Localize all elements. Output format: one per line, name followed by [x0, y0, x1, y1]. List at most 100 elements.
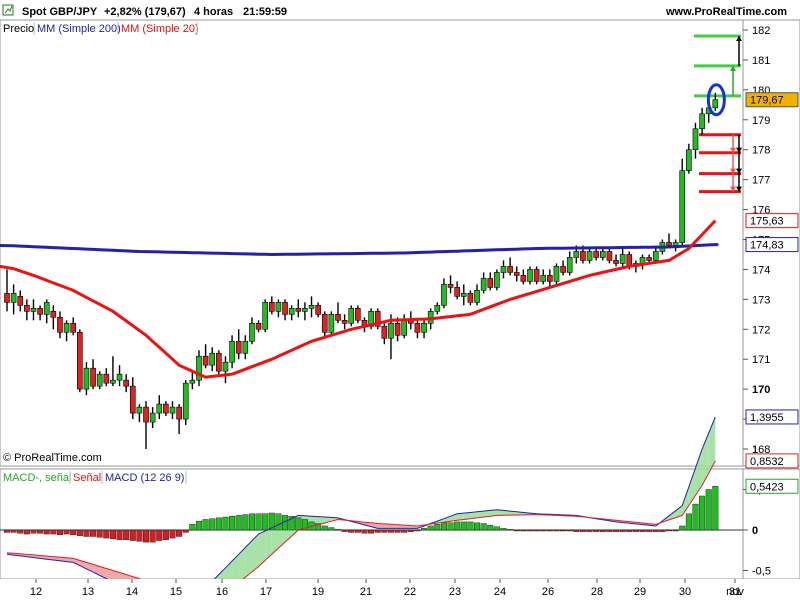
candle-down — [606, 251, 613, 261]
price-tick-label: 173 — [752, 294, 770, 306]
candle-down — [255, 322, 262, 330]
hist-bar-negative — [368, 529, 375, 534]
candle-down — [580, 251, 586, 261]
hist-bar-positive — [321, 525, 328, 531]
candle-up — [460, 293, 467, 297]
hist-bar-negative — [136, 529, 143, 542]
down-arrow-2-head — [730, 147, 736, 153]
macd-fill-segment — [245, 540, 252, 578]
x-tick-label: 26 — [542, 586, 554, 598]
signal-value-label: 0,8532 — [750, 456, 784, 468]
hist-bar-positive — [268, 512, 275, 531]
hist-bar-negative — [540, 529, 547, 532]
macd-fill-segment — [503, 510, 511, 516]
hist-bar-negative — [123, 529, 130, 540]
hist-bar-negative — [17, 529, 24, 534]
candle-up — [421, 322, 427, 333]
price-value-labels: 179,67 175,63 174,83 — [745, 92, 799, 253]
candle-down — [50, 311, 57, 318]
hist-bar-negative — [586, 529, 593, 532]
macd-fill-segment — [99, 566, 107, 579]
hist-bar-positive — [467, 521, 474, 531]
x-tick-label: 17 — [260, 586, 272, 598]
candle-down — [216, 352, 222, 372]
hist-bar-negative — [103, 529, 110, 539]
candle-up — [599, 251, 606, 258]
candle-up — [699, 113, 705, 130]
candle-up — [527, 269, 533, 282]
candle-down — [315, 305, 321, 315]
price-tick-label: 182 — [752, 25, 770, 37]
target-levels — [694, 34, 741, 194]
legend-ma20: MM (Simple 20) — [121, 23, 199, 35]
legend-macd-hist: MACD-, señal — [3, 472, 71, 484]
hist-bar-positive — [507, 528, 514, 531]
hist-bar-positive — [434, 524, 441, 531]
candle-down — [414, 322, 421, 333]
x-tick-label: 29 — [634, 586, 646, 598]
macd-fill-segment — [251, 534, 259, 572]
candle-down — [487, 278, 494, 288]
macd-fill-segment — [496, 509, 504, 516]
candle-up — [110, 379, 116, 384]
hist-bar-negative — [652, 529, 659, 532]
macd-fill-segment — [669, 510, 676, 520]
macd-fill-segment — [271, 524, 279, 555]
candle-down — [176, 406, 182, 420]
macd-fill-segment — [106, 568, 113, 582]
price-tick-label: 179 — [752, 115, 770, 127]
candle-down — [381, 325, 388, 339]
x-tick-label: 28 — [591, 586, 603, 598]
candle-down — [163, 403, 169, 414]
macd-fill-segment — [364, 522, 372, 527]
macd-fill-segment — [490, 509, 497, 517]
candle-up — [540, 275, 547, 282]
macd-value-labels: 1,3955 0,8532 0,5423 — [745, 409, 799, 494]
hist-bar-negative — [606, 529, 613, 532]
macd-fill-segment — [258, 530, 266, 567]
candle-up — [136, 406, 143, 414]
hist-bar-negative — [23, 529, 30, 535]
candle-up — [96, 373, 103, 387]
hist-bar-positive — [699, 495, 706, 531]
x-tick-label: 19 — [312, 586, 324, 598]
time-axis — [0, 579, 800, 600]
hist-bar-positive — [242, 514, 249, 531]
hist-bar-negative — [659, 529, 666, 532]
candle-down — [513, 272, 520, 276]
hist-bar-negative — [646, 529, 653, 532]
ma200-value-label: 174,83 — [750, 240, 784, 252]
hist-bar-negative — [626, 529, 633, 532]
hist-bar-negative — [613, 529, 620, 532]
macd-fill-segment — [384, 523, 391, 529]
candle-down — [103, 373, 110, 384]
hist-bar-positive — [229, 516, 236, 531]
price-panel[interactable] — [0, 19, 744, 467]
copyright-label: © ProRealTime.com — [3, 452, 102, 464]
x-tick-label: 23 — [449, 586, 461, 598]
candle-down — [143, 406, 149, 423]
hist-bar-positive — [460, 521, 467, 531]
hist-bar-positive — [288, 516, 295, 531]
candle-up — [302, 308, 308, 312]
candle-down — [355, 308, 361, 321]
hist-bar-negative — [666, 529, 673, 532]
candle-up — [441, 284, 447, 306]
macd-value-label: 1,3955 — [750, 412, 784, 424]
price-tick-label: 170 — [752, 384, 770, 396]
x-tick-label: nov — [726, 586, 744, 598]
hist-bar-positive — [692, 503, 699, 531]
candle-down — [341, 320, 348, 324]
hist-bar-negative — [619, 529, 626, 532]
candle-up — [652, 251, 659, 261]
candle-up — [182, 382, 189, 420]
x-tick-label: 30 — [679, 586, 691, 598]
candle-down — [613, 260, 619, 264]
hist-bar-negative — [407, 529, 414, 532]
down-arrow-5-head — [736, 186, 742, 192]
chart-icon — [2, 4, 14, 16]
macd-tick-label: 1 — [752, 444, 758, 456]
candle-up — [83, 367, 90, 390]
